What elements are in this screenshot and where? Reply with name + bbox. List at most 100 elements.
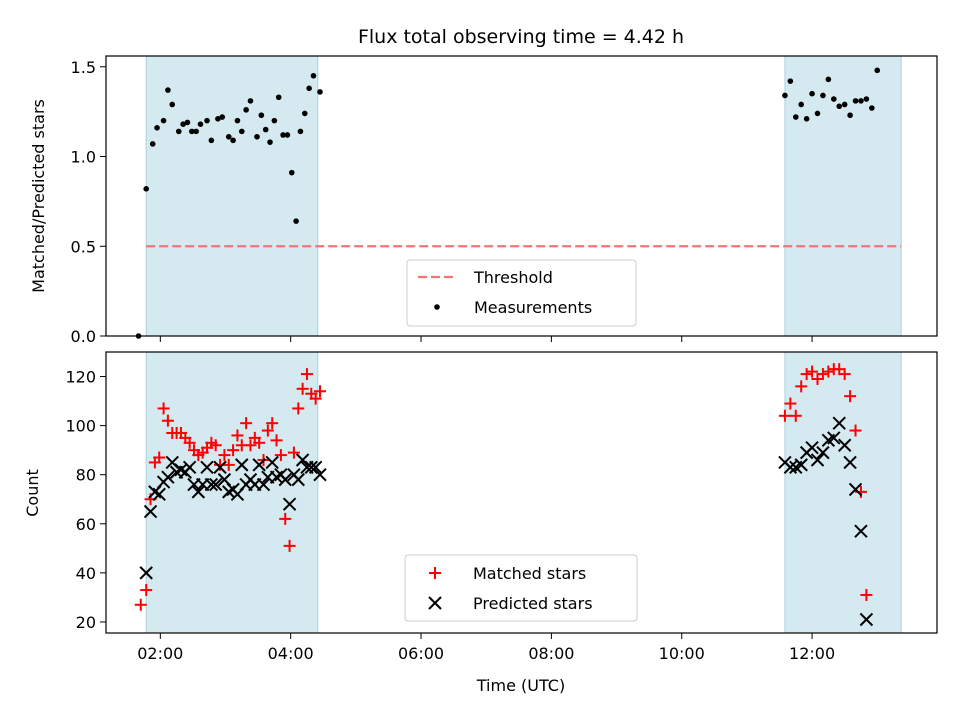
matched-star-marker — [800, 368, 813, 381]
bottom-shaded-intervals — [145, 351, 902, 634]
measurement-point — [184, 119, 191, 126]
matched-star-marker — [140, 584, 153, 597]
y-tick-label: 80 — [76, 466, 96, 485]
measurement-point — [197, 121, 204, 128]
predicted-star-marker — [816, 445, 830, 460]
y-tick-label: 120 — [65, 368, 96, 387]
matched-star-marker — [270, 434, 283, 447]
y-tick-label: 1.0 — [71, 148, 96, 167]
measurement-point — [841, 101, 848, 108]
predicted-star-marker — [213, 460, 227, 475]
measurement-point — [169, 101, 176, 108]
measurement-point — [238, 128, 245, 135]
measurement-point — [787, 78, 794, 84]
predicted-star-marker — [783, 460, 798, 475]
y-tick-label: 40 — [76, 564, 96, 583]
bottom-plot-frame — [105, 351, 938, 634]
measurement-point — [297, 128, 304, 135]
predicted-star-marker — [209, 477, 223, 492]
matched-star-marker — [844, 390, 857, 403]
measurement-point — [208, 137, 215, 144]
top-shaded-interval-1 — [145, 55, 319, 337]
measurement-point — [247, 98, 254, 104]
legend-predicted-swatch — [428, 596, 442, 610]
predicted-star-marker — [265, 455, 279, 470]
measurement-point — [301, 110, 308, 117]
matched-star-marker — [292, 402, 305, 415]
predicted-star-marker — [143, 504, 158, 519]
matched-star-marker — [261, 424, 274, 437]
measurement-point — [271, 117, 278, 124]
top-y-axis-label: Matched/Predicted stars — [29, 99, 48, 293]
x-tick-label: 10:00 — [659, 644, 705, 663]
matched-star-marker — [789, 409, 802, 422]
matched-star-marker — [313, 385, 326, 398]
predicted-star-marker — [854, 524, 868, 538]
predicted-star-marker — [182, 460, 197, 475]
measurement-point — [243, 107, 249, 113]
measurement-point — [262, 126, 269, 133]
predicted-star-marker — [256, 477, 271, 492]
matched-star-marker — [183, 436, 196, 449]
measurement-point — [149, 141, 156, 147]
matched-star-marker — [266, 417, 279, 430]
measurement-point — [275, 94, 282, 101]
bot-shaded-interval-1 — [145, 351, 319, 634]
measurement-point — [254, 133, 260, 140]
matched-star-marker — [153, 451, 166, 464]
measurement-point — [863, 96, 870, 102]
measurement-point — [293, 218, 299, 224]
predicted-star-marker — [805, 441, 819, 455]
predicted-star-marker — [161, 470, 175, 484]
y-tick-label: 60 — [76, 515, 96, 534]
matched-star-marker — [778, 409, 791, 422]
matched-star-marker — [218, 449, 231, 462]
matched-stars-points — [134, 363, 873, 611]
matched-star-marker — [849, 424, 862, 437]
measurement-point — [267, 139, 273, 145]
legend-matched-swatch — [429, 567, 441, 579]
measurement-point — [306, 85, 312, 92]
measurement-point — [234, 117, 241, 124]
measurement-point — [874, 67, 881, 74]
predicted-star-marker — [313, 468, 327, 482]
predicted-star-marker — [843, 455, 857, 470]
predicted-star-marker — [827, 431, 841, 445]
x-tick-label: 12:00 — [789, 644, 835, 663]
bottom-x-axis-ticks: 02:00 04:00 06:00 08:00 10:00 12:00 — [137, 633, 835, 663]
measurement-point — [858, 98, 864, 104]
matched-star-marker — [231, 429, 244, 442]
measurement-point — [193, 128, 199, 135]
matched-star-marker — [283, 539, 296, 552]
measurement-point — [143, 186, 149, 192]
matched-star-marker — [795, 380, 808, 393]
measurement-point — [225, 133, 232, 140]
predicted-star-marker — [291, 472, 305, 487]
measurement-point — [154, 124, 160, 131]
matched-star-marker — [240, 417, 253, 430]
legend-predicted-label: Predicted stars — [473, 594, 593, 613]
bot-shaded-interval-2 — [784, 351, 902, 634]
counts-panel: 20 40 60 80 100 120 02:00 04:00 06:00 08:00 10:00… — [23, 351, 938, 695]
matched-star-marker — [309, 392, 322, 405]
measurement-point — [852, 98, 859, 104]
matched-star-marker — [296, 382, 309, 395]
measurement-point — [258, 112, 265, 119]
top-plot-frame — [105, 55, 938, 337]
measurement-point — [317, 89, 323, 95]
bottom-legend: Matched stars Predicted stars — [404, 554, 638, 622]
top-y-axis-ticks: 0.0 0.5 1.0 1.5 — [71, 58, 106, 346]
y-tick-label: 0.5 — [71, 237, 96, 256]
legend-measurements-label: Measurements — [474, 298, 592, 317]
measurement-point — [803, 116, 810, 122]
matched-star-marker — [287, 446, 300, 459]
measurement-points — [135, 67, 881, 339]
measurement-point — [825, 76, 832, 83]
measurement-point — [814, 110, 821, 117]
matched-star-marker — [784, 397, 797, 410]
y-tick-label: 0.0 — [71, 327, 96, 346]
y-tick-label: 1.5 — [71, 58, 96, 77]
matched-star-marker — [209, 439, 222, 452]
matched-star-marker — [860, 588, 873, 601]
